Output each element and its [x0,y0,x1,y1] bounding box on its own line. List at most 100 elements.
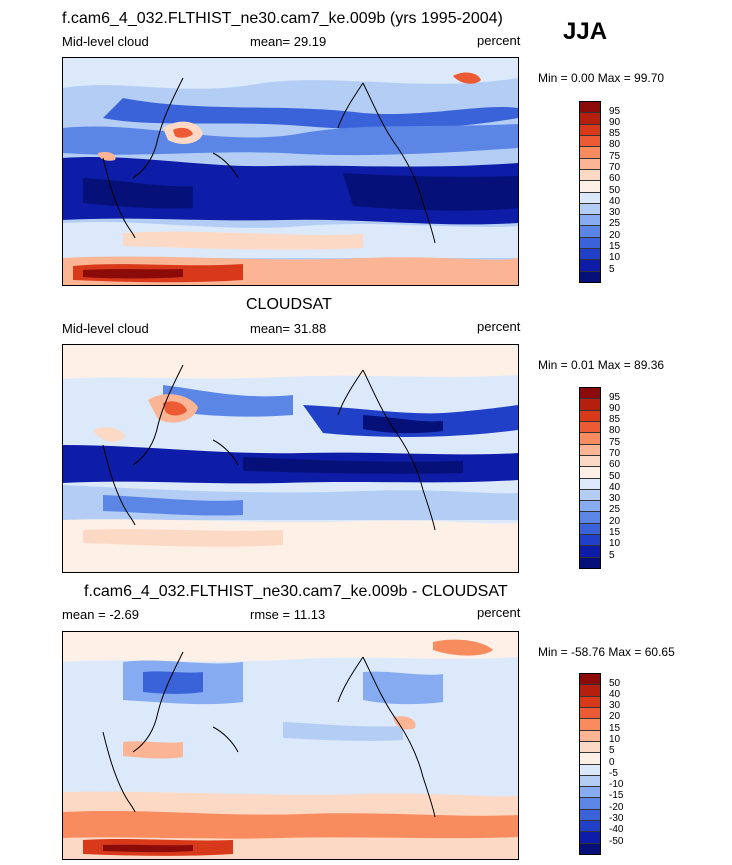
panel-2-units-label: percent [477,319,521,334]
panel-2-colorbar-cell [580,444,600,456]
panel-1-colorbar-cell [580,192,600,204]
panel-1-colorbar [579,101,601,283]
panel-1-colorbar-cell [580,102,600,114]
panel-1-colorbar-label: 30 [609,207,621,218]
panel-3-colorbar-cell [580,707,600,720]
panel-2-colorbar-cell [580,433,600,445]
panel-1-colorbar-label: 10 [609,252,621,263]
panel-2-colorbar-label: 75 [609,437,621,448]
panel-1-colorbar-cell [580,158,600,170]
panel-3-colorbar-label: 10 [609,734,621,745]
panel-1-colorbar-label: 40 [609,196,621,207]
panel-3-colorbar-cell [580,798,600,810]
panel-1-colorbar-label: 80 [609,139,621,150]
panel-2-colorbar-cell [580,421,600,434]
panel-1-colorbar-cell [580,215,600,227]
panel-1-mean-label: mean= 29.19 [250,34,327,49]
panel-2-colorbar [579,387,601,569]
panel-3-colorbar-cell [580,696,600,708]
panel-1-colorbar-label: 95 [609,106,621,117]
panel-3-colorbar [579,673,601,855]
panel-2-colorbar-cell [580,467,600,479]
panel-1-colorbar-cell [580,169,600,182]
panel-2-colorbar-label: 90 [609,403,621,414]
panel-1-colorbar-cell [580,113,600,125]
panel-2-colorbar-cell [580,546,600,558]
panel-3-colorbar-cell [580,809,600,822]
panel-1-map [62,57,519,286]
panel-3-title: f.cam6_4_032.FLTHIST_ne30.cam7_ke.009b -… [84,583,508,600]
panel-3-colorbar-cell [580,719,600,731]
panel-1-colorbar-cell [580,237,600,250]
panel-3-colorbar-label: 50 [609,678,621,689]
panel-3-rmse-label: rmse = 11.13 [250,607,326,622]
panel-1-colorbar-cell [580,249,600,261]
panel-2-colorbar-label: 30 [609,493,621,504]
panel-2-variable-label: Mid-level cloud [62,321,149,336]
panel-1-colorbar-label: 20 [609,230,621,241]
panel-1-variable-label: Mid-level cloud [62,34,149,49]
panel-1-colorbar-label: 60 [609,173,621,184]
panel-1-colorbar-cell [580,271,600,282]
panel-2-colorbar-label: 10 [609,538,621,549]
panel-2-colorbar-cell [580,455,600,468]
panel-1-colorbar-label: 85 [609,128,621,139]
panel-2-colorbar-label: 15 [609,527,621,538]
panel-3-colorbar-cell [580,843,600,854]
panel-2-colorbar-cell [580,523,600,536]
panel-3-mean-label: mean = -2.69 [62,607,139,622]
panel-3-units-label: percent [477,605,521,620]
panel-1-colorbar-cell [580,124,600,136]
panel-3-colorbar-cell [580,775,600,788]
panel-3-colorbar-label: -5 [609,768,618,779]
panel-2-colorbar-label: 50 [609,471,621,482]
panel-3-colorbar-label: 20 [609,711,621,722]
panel-1-colorbar-label: 75 [609,151,621,162]
season-label: JJA [563,18,608,45]
panel-2-colorbar-cell [580,478,600,490]
panel-2-colorbar-cell [580,535,600,547]
panel-2-colorbar-label: 60 [609,459,621,470]
panel-2-colorbar-label: 5 [609,550,615,561]
panel-3-colorbar-cell [580,764,600,776]
panel-1-minmax: Min = 0.00 Max = 99.70 [538,71,665,85]
panel-1-colorbar-cell [580,203,600,216]
panel-1-colorbar-label: 25 [609,218,621,229]
panel-3-colorbar-cell [580,787,600,799]
panel-2-colorbar-label: 80 [609,425,621,436]
panel-3-colorbar-label: -15 [609,790,624,801]
panel-1-map-field [63,58,518,285]
panel-3-colorbar-cell [580,741,600,754]
panel-2-mean-label: mean= 31.88 [250,321,327,336]
panel-2-colorbar-cell [580,489,600,502]
panel-1-colorbar-label: 90 [609,117,621,128]
panel-1-colorbar-cell [580,181,600,193]
panel-2-colorbar-cell [580,388,600,400]
panel-2-minmax: Min = 0.01 Max = 89.36 [538,358,665,372]
panel-3-colorbar-label: -20 [609,802,624,813]
panel-1-colorbar-label: 5 [609,264,615,275]
panel-3-colorbar-cell [580,821,600,833]
panel-3-minmax: Min = -58.76 Max = 60.65 [538,645,675,659]
panel-3-colorbar-label: 30 [609,700,621,711]
panel-2-colorbar-label: 20 [609,516,621,527]
panel-2-colorbar-cell [580,399,600,411]
panel-1-colorbar-cell [580,260,600,272]
panel-3-colorbar-label: 0 [609,757,615,768]
panel-2-title: CLOUDSAT [246,296,332,313]
panel-1-units-label: percent [477,33,521,48]
panel-2-colorbar-cell [580,512,600,524]
panel-1-colorbar-label: 70 [609,162,621,173]
panel-3-colorbar-label: 15 [609,723,621,734]
panel-3-colorbar-cell [580,674,600,686]
panel-2-map [62,344,519,573]
panel-2-colorbar-label: 85 [609,414,621,425]
panel-3-colorbar-cell [580,832,600,844]
panel-2-colorbar-cell [580,410,600,422]
panel-3-colorbar-cell [580,730,600,742]
panel-1-colorbar-cell [580,135,600,148]
panel-2-colorbar-label: 70 [609,448,621,459]
panel-3-map-field [63,632,518,859]
panel-1-colorbar-cell [580,147,600,159]
panel-3-colorbar-cell [580,753,600,765]
